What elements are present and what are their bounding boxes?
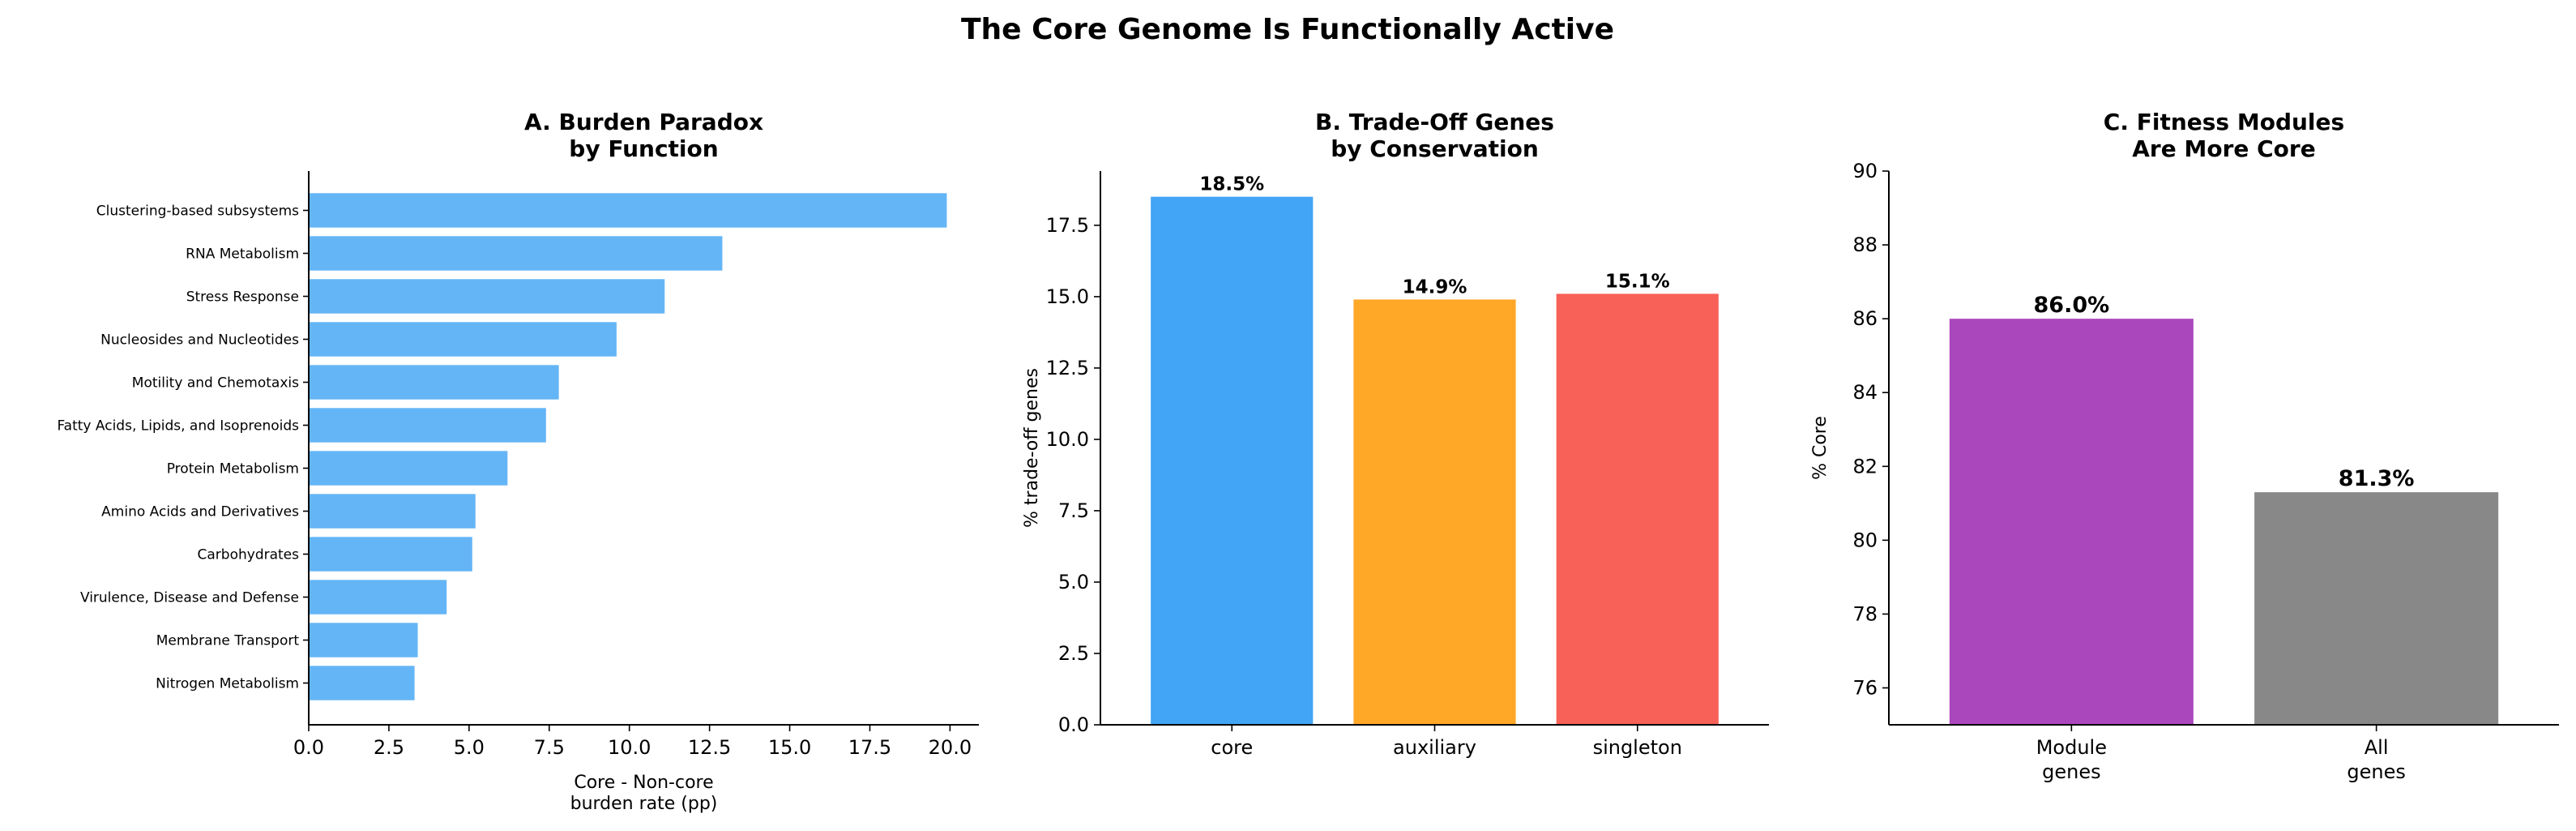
panel-b-trade-off-genes: B. Trade-Off Genes by Conservation 18.5% co…	[1022, 109, 1769, 759]
bar-1	[309, 236, 723, 271]
x-tick-label: 17.5	[848, 736, 891, 759]
x-tick-label: 20.0	[929, 736, 972, 759]
x-tick-label: 2.5	[374, 736, 404, 759]
x-tick-label: 5.0	[454, 736, 485, 759]
panel-c-fitness-modules: C. Fitness Modules Are More Core 86.0% Modu…	[1810, 109, 2559, 783]
y-tick-label: 12.5	[1046, 357, 1089, 379]
y-axis-label: % Core	[1810, 416, 1831, 480]
y-tick-label: 0.0	[1058, 713, 1089, 736]
y-tick-label: Membrane Transport	[156, 633, 300, 649]
bar-0	[309, 193, 947, 228]
y-tick-label: Nucleosides and Nucleotides	[100, 332, 299, 349]
y-tick-label: Clustering-based subsystems	[96, 203, 299, 220]
y-tick-label: Protein Metabolism	[167, 461, 299, 478]
y-tick-label: Motility and Chemotaxis	[132, 375, 299, 392]
bar-8	[309, 537, 472, 572]
bar-2	[1556, 293, 1719, 725]
data-label: 14.9%	[1403, 276, 1467, 298]
x-axis-label: Core - Non-core burden rate (pp)	[570, 773, 718, 814]
y-tick-label: 78	[1852, 602, 1878, 625]
bar-9	[309, 580, 447, 615]
y-tick-label: 90	[1852, 160, 1878, 182]
x-tick-label: Module genes	[2036, 736, 2107, 783]
x-tick-label: 15.0	[768, 736, 811, 759]
y-tick-label: 15.0	[1046, 285, 1089, 308]
y-tick-label: 7.5	[1058, 499, 1089, 522]
bar-6	[309, 451, 508, 486]
y-tick-label: 2.5	[1058, 642, 1089, 665]
data-label: 15.1%	[1605, 271, 1670, 292]
y-tick-label: 82	[1852, 455, 1878, 478]
y-tick-label: Nitrogen Metabolism	[156, 676, 299, 692]
x-tick-label: 0.0	[293, 736, 324, 759]
figure-title: The Core Genome Is Functionally Active	[961, 13, 1614, 46]
y-tick-label: 17.5	[1046, 214, 1089, 237]
panel-a-burden-paradox: A. Burden Paradox by Function Clustering-b…	[57, 109, 979, 814]
y-tick-label: RNA Metabolism	[186, 246, 299, 263]
panel-a-title: A. Burden Paradox by Function	[524, 109, 763, 162]
y-tick-label: 10.0	[1046, 428, 1089, 451]
y-tick-label: Stress Response	[186, 289, 299, 306]
x-tick-label: 12.5	[688, 736, 731, 759]
data-label: 81.3%	[2339, 466, 2415, 491]
bar-3	[309, 322, 617, 357]
bar-0	[1949, 319, 2194, 725]
y-tick-label: 5.0	[1058, 571, 1089, 593]
x-tick-label: 10.0	[608, 736, 651, 759]
x-tick-label: singleton	[1593, 736, 1682, 759]
panel-title: C. Fitness Modules Are More Core	[2104, 109, 2344, 162]
y-tick-label: 80	[1852, 529, 1878, 551]
y-tick-label: 84	[1852, 381, 1878, 404]
data-label: 86.0%	[2034, 293, 2110, 318]
y-tick-label: Carbohydrates	[198, 547, 300, 563]
x-tick-label: 7.5	[534, 736, 565, 759]
bar-10	[309, 623, 418, 658]
x-tick-label: auxiliary	[1393, 736, 1476, 759]
x-tick-label: All genes	[2347, 736, 2405, 783]
bar-11	[309, 666, 415, 700]
bar-7	[309, 494, 476, 529]
y-tick-label: 76	[1852, 676, 1878, 699]
bar-5	[309, 408, 546, 443]
bar-2	[309, 279, 665, 314]
panel-title: B. Trade-Off Genes by Conservation	[1315, 109, 1554, 162]
y-tick-label: Fatty Acids, Lipids, and Isoprenoids	[57, 418, 299, 435]
data-label: 18.5%	[1199, 174, 1264, 195]
bar-4	[309, 365, 559, 400]
bar-1	[2254, 492, 2499, 725]
bar-1	[1353, 299, 1516, 725]
y-axis-label: % trade-off genes	[1022, 368, 1042, 528]
y-tick-label: Virulence, Disease and Defense	[80, 590, 299, 606]
y-tick-label: Amino Acids and Derivatives	[101, 504, 299, 520]
bar-0	[1151, 196, 1314, 726]
y-tick-label: 86	[1852, 307, 1878, 330]
y-tick-label: 88	[1852, 233, 1878, 256]
x-tick-label: core	[1211, 736, 1253, 759]
